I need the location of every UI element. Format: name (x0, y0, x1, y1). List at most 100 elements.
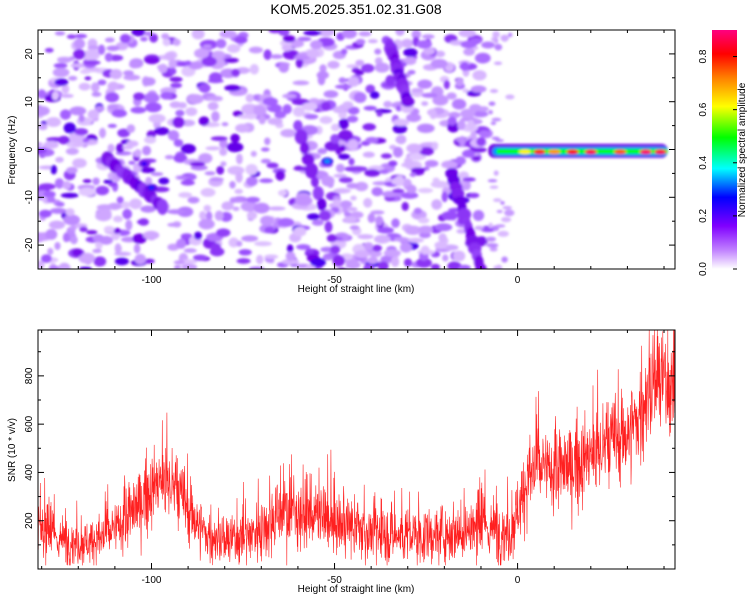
spectrogram-streak (332, 255, 346, 267)
spectrogram-cell (363, 197, 373, 208)
spectrogram-cell (281, 258, 300, 265)
spectrogram-cell (377, 226, 394, 234)
spectrogram-cell (346, 64, 360, 69)
spectrogram-cell (60, 109, 71, 120)
spectrogram-cell (431, 199, 443, 210)
spectrogram-cell (333, 199, 341, 207)
spectrogram-cell (123, 74, 141, 81)
spectrogram-cell (371, 187, 383, 197)
spectrogram-cell (96, 204, 113, 211)
spectrogram-cell (116, 196, 124, 204)
y-tick-label: 800 (24, 367, 35, 384)
spectrogram-cell (173, 260, 186, 265)
spectrogram-cell (418, 225, 434, 234)
spectrogram-cell (362, 123, 377, 131)
spectrogram-cell (51, 91, 59, 101)
spectrogram-cell (206, 95, 223, 101)
spectrogram-cell (78, 114, 85, 123)
spectrogram-cell (226, 142, 244, 153)
spectrogram-cell (164, 155, 175, 160)
spectrogram-cell (460, 61, 470, 71)
spectrogram-cell (502, 206, 512, 210)
spectrogram-cell (38, 209, 52, 218)
spectrogram-cell (208, 72, 223, 83)
spectrogram-cell (491, 136, 500, 140)
spectrogram-cell (419, 147, 434, 156)
spectrogram-cell (470, 85, 487, 93)
spectrogram-cell (379, 169, 389, 174)
spectrogram-cell (447, 116, 457, 126)
spectrogram-cell (74, 33, 88, 39)
spectrogram-y-label: Frequency (Hz) (7, 116, 18, 185)
spectrogram-cell (177, 206, 194, 217)
snr-y-axis: 200 400 600 800 (24, 351, 675, 570)
spectrogram-cell (462, 149, 475, 158)
spectrogram-cell (83, 60, 101, 66)
spectrogram-cell (403, 258, 413, 267)
spectrogram-cell (496, 209, 503, 214)
spectrogram-cell (224, 57, 239, 63)
spectrogram-cell (78, 187, 96, 197)
x-tick-label: 0 (515, 575, 521, 586)
figure-title: KOM5.2025.351.02.31.G08 (270, 1, 441, 17)
spectrogram-cell (293, 226, 307, 237)
spectrogram-cell (221, 122, 229, 127)
spectrogram-cell (452, 250, 466, 262)
y-tick-label: 10 (24, 96, 35, 108)
spectrogram-cell (69, 106, 87, 116)
spectrogram-cell (347, 76, 360, 87)
spectrogram-cell (363, 264, 374, 269)
spectrogram-cell (221, 201, 234, 211)
spectrogram-cell (167, 209, 185, 215)
spectrogram-cell (354, 250, 370, 258)
spectrogram-cell (167, 243, 180, 251)
spectrogram-cell (228, 237, 239, 248)
spectrogram-cell (333, 173, 348, 178)
spectrogram-cell (349, 225, 360, 230)
spectrogram-cell (500, 34, 510, 42)
spectrogram-cell (177, 175, 189, 180)
spectrogram-cell (488, 110, 493, 115)
spectrogram-cell (306, 213, 320, 221)
spectrogram-cell (392, 123, 408, 134)
spectrogram-cell (97, 79, 107, 86)
spectrogram-cell (411, 88, 424, 93)
spectrogram-cell (78, 252, 96, 264)
spectrogram-cell (210, 242, 221, 252)
spectrogram-cell (268, 30, 282, 34)
spectrogram-cell (478, 130, 491, 138)
spectrogram-cell (430, 180, 449, 188)
spectrogram-cell (381, 190, 398, 198)
spectrogram-cell (178, 192, 193, 198)
strong-trace-peak (639, 149, 652, 155)
spectrogram-cell (199, 211, 207, 220)
spectrogram-cell (282, 104, 292, 115)
spectrogram-cell (250, 150, 257, 157)
spectrogram-cell (145, 176, 153, 186)
spectrogram-cell (488, 101, 496, 106)
spectrogram-cell (38, 147, 47, 155)
spectrogram-cell (278, 189, 288, 197)
spectrogram-cell (500, 201, 505, 205)
spectrogram-cell (216, 228, 231, 237)
spectrogram-cell (48, 220, 66, 230)
spectrogram-cell (472, 70, 487, 81)
spectrogram-cell (476, 137, 486, 147)
spectrogram-cell (107, 81, 120, 91)
spectrogram-cell (285, 251, 296, 261)
spectrogram-cell (211, 50, 226, 59)
spectrogram-cell (236, 258, 251, 264)
spectrogram-cell (167, 222, 181, 227)
spectrogram-cell (117, 128, 131, 138)
spectrogram-cell (330, 134, 340, 144)
spectrogram-cell (94, 105, 105, 112)
spectrogram-cell (55, 156, 64, 163)
strong-trace-peak (533, 149, 546, 155)
spectrogram-cell (38, 124, 48, 131)
spectrogram-cell (321, 175, 335, 187)
spectrogram-cell (219, 147, 228, 156)
spectrogram-cell (434, 241, 448, 250)
spectrogram-cell (508, 32, 513, 38)
spectrogram-cell (370, 210, 385, 215)
